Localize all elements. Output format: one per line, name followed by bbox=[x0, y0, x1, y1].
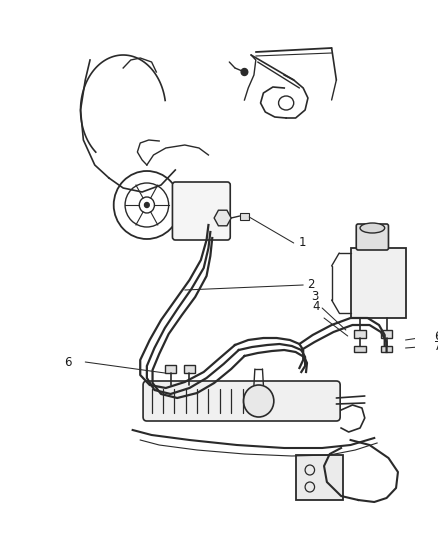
Bar bbox=[381, 330, 392, 338]
Bar bbox=[165, 365, 176, 373]
Text: 7: 7 bbox=[434, 340, 438, 352]
Bar bbox=[184, 365, 195, 373]
Text: 1: 1 bbox=[298, 237, 306, 249]
Bar bbox=[350, 248, 406, 318]
Circle shape bbox=[241, 69, 248, 76]
Bar bbox=[354, 346, 366, 352]
Text: 2: 2 bbox=[307, 279, 314, 292]
FancyBboxPatch shape bbox=[356, 224, 389, 250]
FancyBboxPatch shape bbox=[173, 182, 230, 240]
Polygon shape bbox=[214, 210, 231, 226]
Text: 4: 4 bbox=[313, 300, 320, 313]
Text: 6: 6 bbox=[64, 356, 72, 368]
Bar bbox=[354, 330, 366, 338]
FancyBboxPatch shape bbox=[296, 455, 343, 500]
Circle shape bbox=[244, 385, 274, 417]
Text: 6: 6 bbox=[434, 329, 438, 343]
Bar bbox=[381, 346, 392, 352]
Bar bbox=[240, 213, 249, 220]
Text: 3: 3 bbox=[311, 290, 318, 303]
Circle shape bbox=[145, 203, 149, 207]
Ellipse shape bbox=[360, 223, 385, 233]
FancyBboxPatch shape bbox=[143, 381, 340, 421]
